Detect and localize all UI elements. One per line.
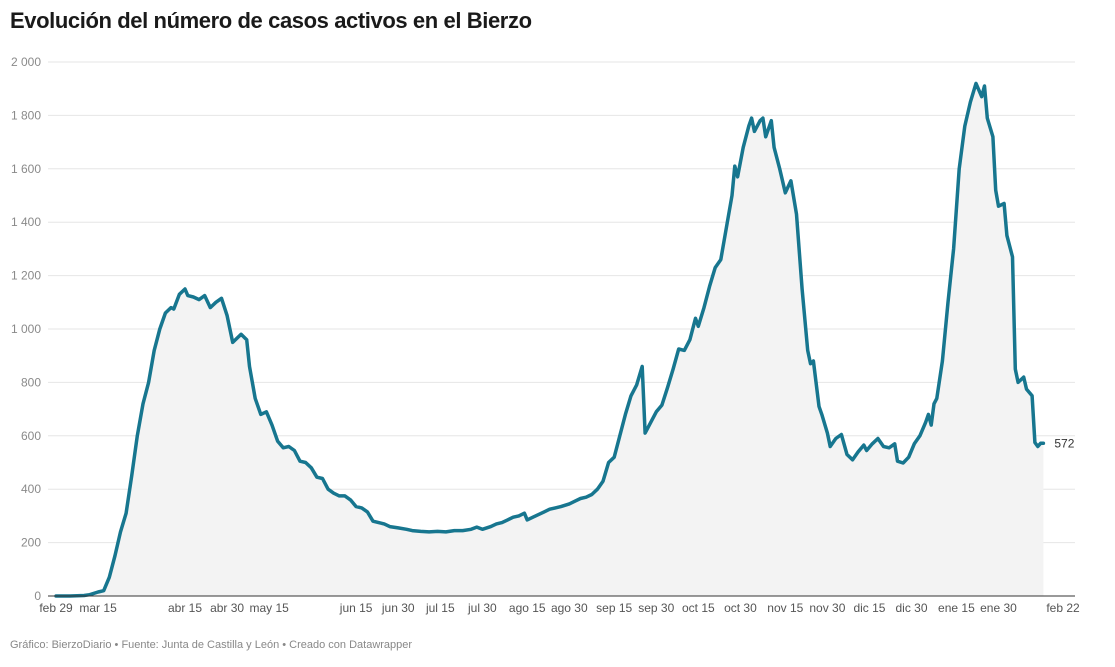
x-tick-label: feb 29: [39, 601, 73, 615]
chart-title: Evolución del número de casos activos en…: [10, 8, 532, 33]
series-line-group: [54, 81, 1046, 598]
x-tick-label: jul 30: [467, 601, 497, 615]
x-tick-label: ago 30: [551, 601, 588, 615]
x-tick-label: mar 15: [79, 601, 117, 615]
x-tick-label: sep 15: [596, 601, 632, 615]
y-axis: 0 200 400 600 800 1 000 1 200 1 400 1 600 1 800 2 …: [11, 55, 41, 603]
y-tick-label: 1 200: [11, 269, 41, 283]
y-tick-label: 200: [21, 536, 41, 550]
end-value-label: 572: [1054, 436, 1074, 450]
x-tick-label: ene 15: [938, 601, 975, 615]
x-tick-label: feb 22: [1046, 601, 1080, 615]
y-tick-label: 0: [34, 589, 41, 603]
x-tick-label: abr 15: [168, 601, 202, 615]
y-tick-label: 1 400: [11, 215, 41, 229]
series-line: [54, 81, 1046, 598]
x-tick-label: jun 15: [339, 601, 373, 615]
x-tick-label: ago 15: [509, 601, 546, 615]
y-tick-label: 2 000: [11, 55, 41, 69]
x-tick-label: abr 30: [210, 601, 244, 615]
x-tick-label: nov 15: [767, 601, 803, 615]
x-tick-label: dic 30: [896, 601, 928, 615]
x-tick-label: nov 30: [809, 601, 845, 615]
y-tick-label: 600: [21, 429, 41, 443]
x-tick-label: dic 15: [853, 601, 885, 615]
y-tick-label: 1 600: [11, 162, 41, 176]
x-tick-label: oct 15: [682, 601, 715, 615]
series-area-group: [56, 83, 1044, 596]
series-area: [56, 83, 1044, 596]
chart-footer: Gráfico: BierzoDiario • Fuente: Junta de…: [10, 639, 413, 651]
x-tick-label: jul 15: [425, 601, 455, 615]
y-tick-label: 400: [21, 482, 41, 496]
x-tick-label: oct 30: [724, 601, 757, 615]
end-label-group: 572: [1054, 436, 1074, 450]
x-tick-label: jun 30: [381, 601, 415, 615]
x-tick-label: may 15: [250, 601, 290, 615]
y-tick-label: 1 000: [11, 322, 41, 336]
y-tick-label: 800: [21, 375, 41, 389]
x-axis: feb 29 mar 15 abr 15 abr 30 may 15 jun 15 jun …: [39, 595, 1080, 615]
x-tick-label: ene 30: [980, 601, 1017, 615]
y-tick-label: 1 800: [11, 108, 41, 122]
x-tick-label: sep 30: [638, 601, 674, 615]
